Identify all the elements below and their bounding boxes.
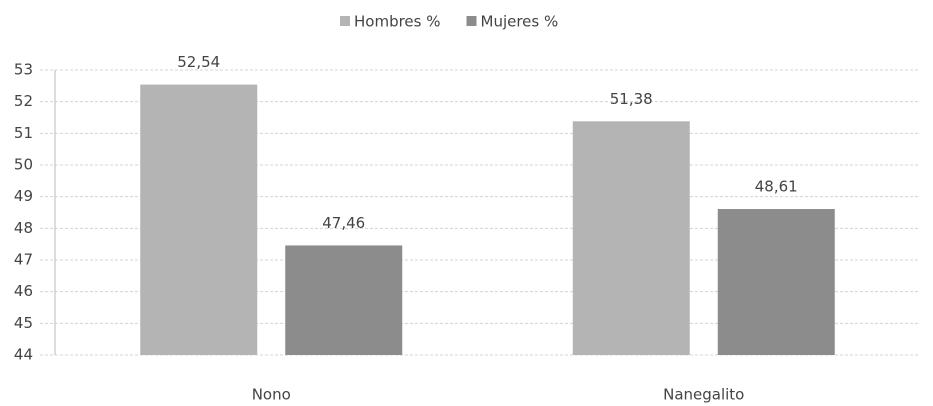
y-tick-label: 53: [14, 61, 33, 79]
bar: [717, 209, 835, 355]
legend-swatch: [466, 16, 477, 26]
bar: [140, 84, 258, 356]
y-tick-label: 44: [14, 346, 33, 364]
bar: [285, 245, 403, 355]
y-tick-label: 48: [14, 219, 33, 237]
bar: [572, 121, 690, 355]
value-label: 52,54: [177, 53, 220, 71]
legend-label: Mujeres %: [481, 13, 559, 31]
y-tick-label: 47: [14, 251, 33, 269]
y-tick-label: 51: [14, 124, 33, 142]
value-label: 48,61: [755, 178, 798, 196]
value-label: 51,38: [610, 90, 653, 108]
y-tick-label: 45: [14, 314, 33, 332]
legend-label: Hombres %: [354, 13, 441, 31]
y-tick-label: 46: [14, 282, 33, 300]
value-label: 47,46: [322, 214, 365, 232]
legend-swatch: [340, 16, 350, 26]
y-tick-label: 52: [14, 92, 33, 110]
x-tick-label: Nono: [252, 386, 291, 404]
y-tick-label: 50: [14, 156, 33, 174]
x-tick-label: Nanegalito: [663, 386, 744, 404]
y-tick-label: 49: [14, 187, 33, 205]
